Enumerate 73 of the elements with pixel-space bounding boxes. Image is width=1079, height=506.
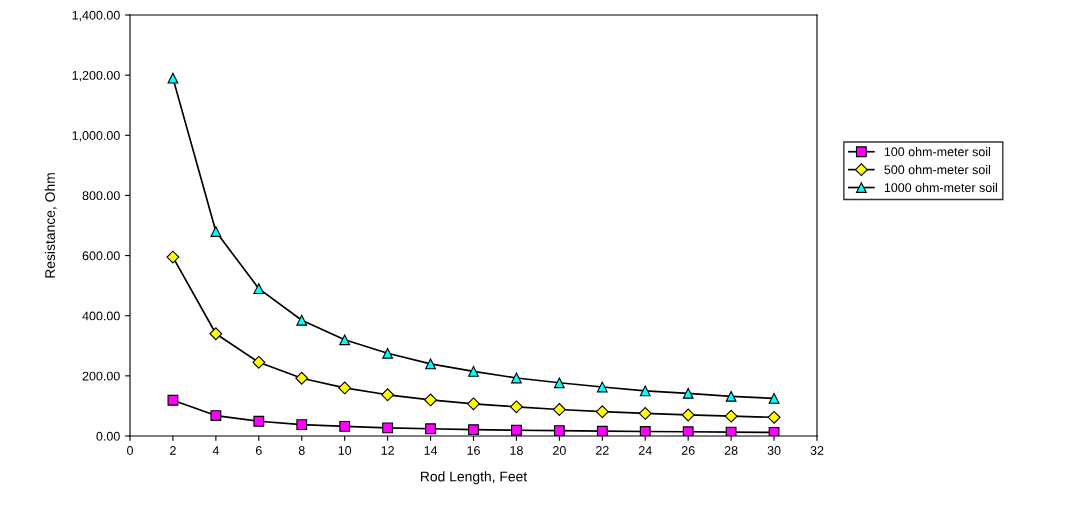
- point: [425, 423, 436, 435]
- x-tick-label: 6: [255, 446, 262, 455]
- point: [639, 385, 651, 397]
- point: [295, 371, 309, 385]
- point: [768, 392, 780, 404]
- point: [382, 422, 394, 434]
- point: [210, 410, 222, 421]
- point: [468, 424, 479, 436]
- x-tick-label: 14: [424, 446, 438, 455]
- point: [296, 419, 308, 430]
- point: [596, 381, 608, 393]
- point: [253, 283, 265, 295]
- point: [552, 403, 566, 416]
- x-tick-label: 2: [170, 446, 176, 455]
- point: [468, 365, 479, 377]
- point: [682, 387, 694, 399]
- legend-label: 1000 ohm-meter soil: [884, 182, 997, 193]
- point: [595, 405, 609, 419]
- point: [339, 334, 351, 346]
- point: [724, 409, 738, 423]
- x-axis-title: Rod Length, Feet: [420, 471, 528, 485]
- point: [167, 72, 179, 84]
- point: [209, 327, 223, 341]
- x-tick-label: 0: [127, 446, 133, 455]
- x-tick-label: 30: [767, 446, 781, 455]
- point: [166, 250, 180, 264]
- y-tick-label: 1,200.00: [72, 70, 120, 82]
- x-tick-label: 10: [338, 446, 352, 455]
- point: [509, 400, 523, 414]
- x-tick-label: 16: [467, 446, 480, 455]
- point: [424, 393, 438, 407]
- point: [210, 226, 222, 237]
- x-tick-label: 20: [553, 446, 566, 455]
- x-tick-label: 12: [381, 446, 394, 455]
- point: [596, 425, 608, 436]
- point: [167, 394, 179, 406]
- y-tick-label: 200.00: [82, 371, 120, 381]
- y-tick-label: 400.00: [82, 311, 120, 321]
- x-tick-label: 18: [510, 446, 523, 455]
- point: [638, 406, 652, 420]
- point: [381, 388, 395, 402]
- point: [553, 425, 565, 436]
- x-tick-label: 22: [595, 446, 609, 455]
- y-tick-label: 600.00: [82, 251, 120, 261]
- point: [682, 426, 694, 436]
- point: [511, 424, 522, 436]
- point: [767, 410, 781, 424]
- legend-label: 100 ohm-meter soil: [884, 147, 991, 157]
- y-tick-label: 0.00: [96, 431, 120, 441]
- point: [467, 397, 480, 411]
- x-tick-label: 32: [810, 446, 824, 455]
- legend-label: 500 ohm-meter soil: [884, 164, 991, 175]
- y-axis-title: Resistance, Ohm: [44, 173, 57, 278]
- point: [725, 390, 737, 402]
- point: [252, 355, 266, 369]
- point: [338, 381, 352, 395]
- point: [639, 426, 651, 436]
- x-tick-label: 4: [212, 446, 219, 455]
- point: [253, 415, 265, 427]
- x-tick-label: 24: [638, 446, 652, 455]
- y-tick-label: 1,000.00: [72, 131, 120, 142]
- y-tick-label: 800.00: [82, 191, 120, 201]
- point: [553, 377, 565, 389]
- x-tick-label: 28: [724, 446, 738, 455]
- y-tick-label: 1,400.00: [72, 10, 120, 22]
- x-tick-label: 8: [298, 446, 305, 455]
- point: [382, 347, 394, 359]
- point: [296, 314, 308, 326]
- point: [681, 408, 695, 422]
- x-tick-label: 26: [681, 446, 695, 455]
- point: [511, 372, 522, 384]
- point: [425, 358, 436, 370]
- point: [339, 420, 351, 432]
